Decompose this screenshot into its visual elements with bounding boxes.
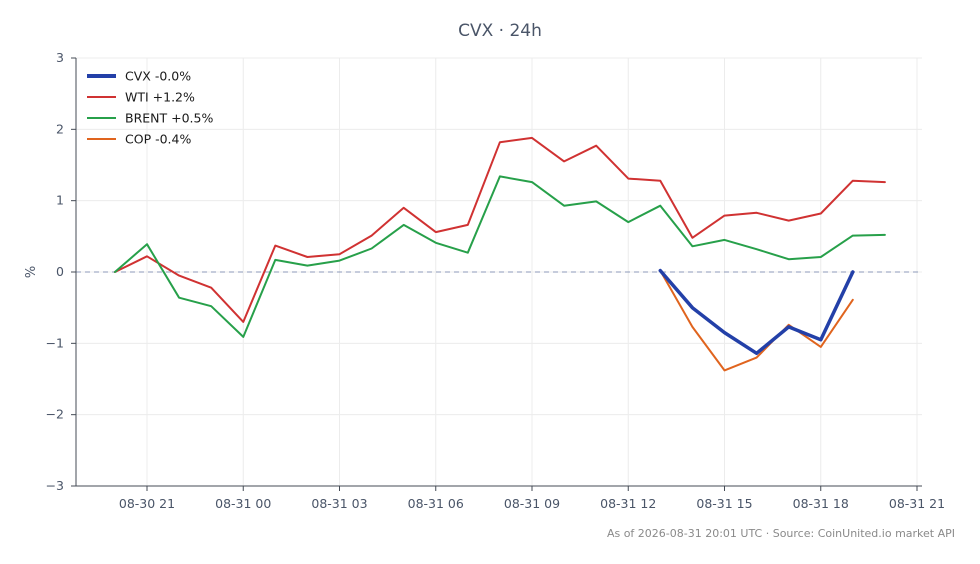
legend-label-wti: WTI +1.2% xyxy=(125,90,195,105)
series-line-wti xyxy=(113,136,886,323)
x-tick-label: 08-31 18 xyxy=(793,496,849,511)
y-tick-label: 2 xyxy=(56,121,64,136)
legend: CVX -0.0% WTI +1.2% BRENT +0.5% COP -0.4% xyxy=(87,69,213,147)
x-tick-label: 08-31 21 xyxy=(889,496,945,511)
y-axis-label: % xyxy=(24,266,39,278)
series-lines xyxy=(113,136,886,372)
y-tick-label: 1 xyxy=(56,193,64,208)
series-line-brent xyxy=(113,175,886,338)
y-tick-label: 0 xyxy=(56,264,64,279)
x-tick-label: 08-31 15 xyxy=(696,496,752,511)
source-footer: As of 2026-08-31 20:01 UTC · Source: Coi… xyxy=(607,527,955,540)
series-line-cvx xyxy=(658,268,855,356)
y-tick-label: 3 xyxy=(56,50,64,65)
legend-label-cop: COP -0.4% xyxy=(125,132,191,147)
x-tick-label: 08-31 06 xyxy=(408,496,464,511)
x-tick-label: 08-31 09 xyxy=(504,496,560,511)
series-line-cop xyxy=(659,269,854,372)
legend-label-cvx: CVX -0.0% xyxy=(125,69,191,84)
chart-title: CVX · 24h xyxy=(458,21,542,41)
x-tick-label: 08-31 00 xyxy=(215,496,271,511)
legend-label-brent: BRENT +0.5% xyxy=(125,111,213,126)
x-tick-label: 08-31 12 xyxy=(600,496,656,511)
y-tick-label: −1 xyxy=(46,335,64,350)
x-tick-label: 08-31 03 xyxy=(311,496,367,511)
x-tick-label: 08-30 21 xyxy=(119,496,175,511)
axes: 3 2 1 0 −1 −2 −3 08-30 21 08-31 00 08-31 03 08-31 … xyxy=(46,50,946,511)
y-tick-label: −2 xyxy=(46,407,64,422)
y-tick-label: −3 xyxy=(46,478,64,493)
